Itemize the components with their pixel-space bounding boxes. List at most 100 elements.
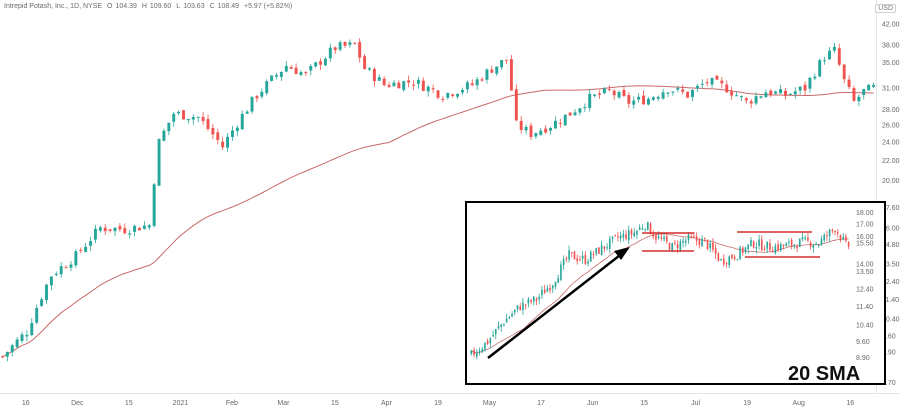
inset-candle-body: [741, 247, 744, 253]
inset-candle: [698, 237, 701, 249]
inset-candle: [497, 321, 500, 331]
main-candle-body: [299, 72, 303, 75]
main-candle: [421, 77, 425, 92]
main-candle: [368, 67, 371, 71]
main-candle-body: [607, 89, 611, 91]
main-candle: [808, 76, 812, 93]
main-candle: [818, 58, 822, 78]
main-candle-body: [818, 60, 822, 77]
main-candle-body: [715, 75, 719, 80]
main-candle-body: [240, 113, 244, 130]
main-candle: [0, 355, 4, 359]
main-candle-body: [803, 84, 807, 91]
inset-candle-body: [657, 236, 660, 239]
close-value: 108.49: [217, 3, 240, 10]
inset-candle-body: [543, 289, 546, 294]
main-candle-body: [857, 96, 861, 102]
main-candle: [74, 249, 78, 268]
inset-candle: [511, 311, 513, 318]
inset-candle: [733, 254, 736, 261]
main-candle: [622, 86, 626, 98]
main-candle-body: [788, 93, 792, 95]
inset-candle-body: [617, 236, 619, 238]
main-candle: [118, 223, 122, 232]
main-candle: [632, 96, 636, 109]
main-candle: [803, 81, 807, 96]
inset-candle-body: [606, 247, 608, 249]
main-y-tick-label: 8.90: [882, 349, 896, 356]
inset-candle: [663, 233, 665, 243]
inset-candle-body: [557, 278, 560, 283]
main-candle-body: [671, 91, 675, 93]
main-candle-body: [402, 81, 406, 91]
inset-candle-body: [717, 253, 720, 261]
main-candle-body: [142, 225, 146, 229]
main-candle-body: [382, 78, 386, 86]
inset-candle-body: [592, 253, 595, 255]
main-candle: [720, 77, 724, 89]
inset-candle-body: [478, 350, 481, 353]
inset-candle-body: [836, 231, 839, 234]
main-candle: [656, 95, 660, 102]
main-candle-body: [847, 79, 851, 88]
main-candle: [837, 43, 841, 67]
inset-candle-body: [619, 235, 622, 239]
inset-candle: [728, 255, 731, 269]
main-plot: [0, 38, 876, 362]
inset-candle-body: [511, 313, 513, 317]
main-candle-body: [862, 89, 866, 96]
low-label: L: [176, 3, 181, 10]
main-x-tick-label: 19: [434, 400, 442, 407]
inset-candle: [630, 228, 633, 239]
inset-candle-body: [674, 242, 676, 244]
main-candle-body: [783, 90, 787, 96]
main-candle-body: [456, 93, 460, 97]
main-candle-body: [588, 93, 592, 108]
inset-candle: [546, 284, 549, 293]
main-candle: [431, 84, 435, 94]
main-candle-body: [842, 64, 846, 80]
main-candle-body: [509, 59, 513, 91]
inset-candle-body: [682, 240, 684, 243]
main-candle-body: [416, 79, 420, 84]
main-candle: [133, 224, 137, 237]
inset-candle-body: [641, 228, 644, 230]
inset-candle-body: [625, 234, 627, 240]
inset-candle: [481, 346, 484, 354]
main-candle: [485, 68, 489, 84]
main-candle-body: [206, 119, 210, 129]
inset-y-tick-label: 11.40: [856, 304, 873, 311]
inset-candle: [541, 285, 543, 299]
main-candle-body: [490, 69, 494, 73]
inset-candle-body: [562, 259, 565, 266]
main-candle-body: [10, 345, 14, 353]
inset-candle: [769, 239, 771, 251]
main-candle: [348, 39, 352, 48]
main-y-tick-label: 10.40: [882, 316, 900, 323]
main-candle: [426, 85, 430, 97]
main-candle: [739, 95, 743, 102]
main-candle-body: [813, 76, 817, 79]
currency-badge[interactable]: USD: [875, 4, 896, 13]
main-candle-body: [823, 60, 827, 62]
main-candle-body: [289, 67, 293, 69]
main-candle: [490, 65, 494, 74]
change-value: +5.97 (+5.82%): [244, 3, 293, 10]
main-candle-body: [167, 122, 171, 132]
inset-candle-body: [728, 256, 731, 266]
main-candle-body: [123, 228, 127, 234]
main-candle-body: [64, 267, 68, 269]
main-candle: [245, 110, 249, 114]
main-y-tick-label: 38.00: [882, 42, 900, 49]
main-candle-body: [304, 72, 308, 74]
inset-candle: [524, 303, 527, 310]
inset-candle-body: [834, 230, 836, 233]
inset-candle: [739, 245, 741, 261]
main-candle-body: [235, 127, 239, 132]
main-y-tick-label: 42.00: [882, 21, 900, 28]
inset-candle: [554, 281, 557, 290]
main-candle-body: [201, 116, 205, 122]
symbol-header: Intrepid Potash, Inc., 1D, NYSE O 104.39 …: [4, 3, 295, 10]
main-candle: [294, 63, 298, 75]
